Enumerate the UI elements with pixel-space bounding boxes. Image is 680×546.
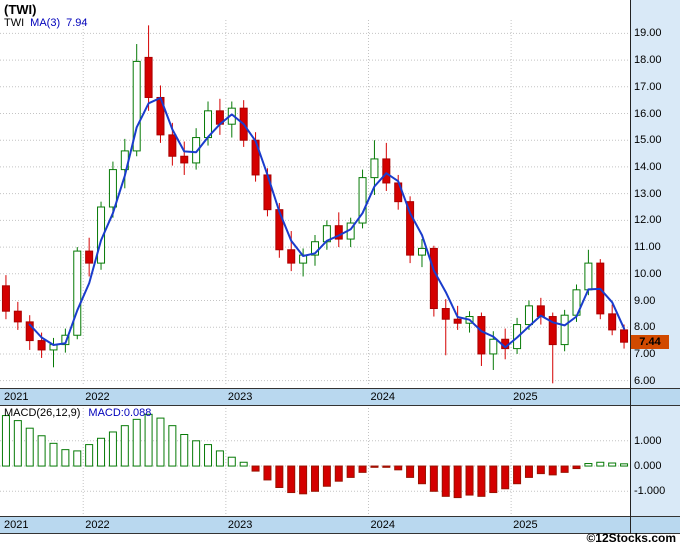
macd-x-axis-band: 2021 2022 2023 2024 2025 [0,516,680,534]
year-label: 2025 [513,391,538,403]
price-tick-label: 19.00 [634,27,662,40]
legend-symbol: TWI [4,17,25,29]
macd-legend: MACD(26,12,9) MACD:0.088 [4,407,159,419]
year-label: 2023 [227,519,253,531]
ticker-title: (TWI) [4,2,37,17]
price-tick-label: 13.00 [634,187,662,200]
year-label: 2021 [4,519,29,531]
axis-divider-line [630,0,631,534]
price-tick-label: 18.00 [634,54,662,67]
main-x-axis-band: 2021 2022 2023 2024 2025 [0,388,680,406]
price-tick-label: 17.00 [634,80,662,93]
year-label: 2024 [370,519,395,531]
watermark-link[interactable]: ©12Stocks.com [586,531,676,545]
price-tick-label: 12.00 [634,214,662,227]
legend-ma-value: 7.94 [66,17,88,29]
macd-tick-label: 0.000 [634,460,662,473]
year-label: 2024 [370,391,395,403]
price-tick-label: 7.00 [634,347,656,360]
macd-legend-value: MACD:0.088 [88,407,152,419]
price-tick-label: 10.00 [634,267,662,280]
price-tick-label: 16.00 [634,107,662,120]
price-tick-label: 11.00 [634,241,661,254]
legend-ma-label: MA(3) [30,17,61,29]
macd-legend-label: MACD(26,12,9) [4,407,81,419]
price-tick-label: 8.00 [634,321,656,334]
year-label: 2022 [85,391,110,403]
macd-tick-label: -1.000 [634,485,666,498]
macd-value-axis: 1.000 0.000 -1.000 [630,406,680,516]
price-tick-label: 6.00 [634,374,656,387]
year-label: 2023 [227,391,253,403]
year-label: 2022 [85,519,110,531]
price-tick-label: 14.00 [634,160,662,173]
year-label: 2021 [4,391,29,403]
main-chart-legend: TWI MA(3) 7.94 [4,17,94,29]
main-price-axis: 19.00 18.00 17.00 16.00 15.00 14.00 13.00 12.00… [630,0,680,388]
macd-tick-label: 1.000 [634,434,662,447]
price-tick-label: 15.00 [634,134,662,147]
year-label: 2025 [513,519,538,531]
price-tick-label: 9.00 [634,294,656,307]
current-price-badge: 7.44 [631,335,669,350]
